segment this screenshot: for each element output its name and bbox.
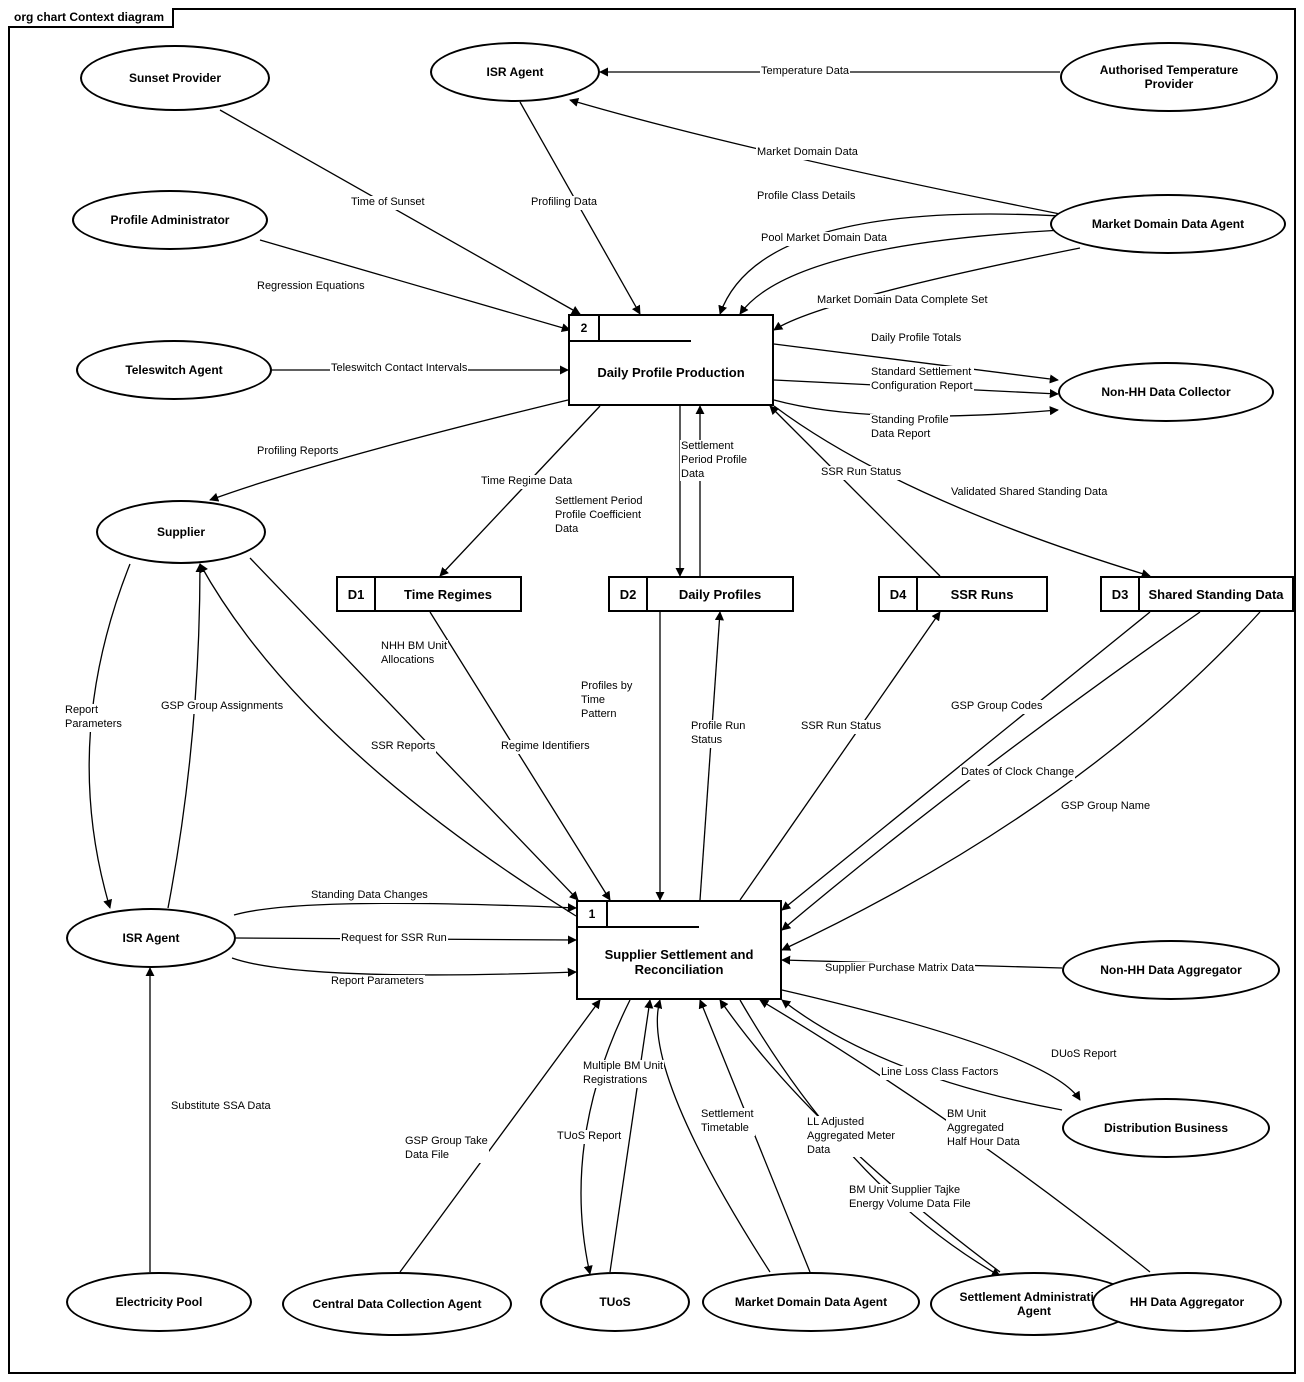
flow-edge xyxy=(782,1000,1062,1110)
flow-label-f-duos: DUoS Report xyxy=(1050,1048,1117,1062)
flow-edge xyxy=(700,1000,810,1272)
datastore-label: Shared Standing Data xyxy=(1140,578,1292,610)
process-p2: 2Daily Profile Production xyxy=(568,314,774,406)
flow-label-f-stdsett: Standard SettlementConfiguration Report xyxy=(870,366,974,394)
entity-auth-temp: Authorised TemperatureProvider xyxy=(1060,42,1278,112)
flow-label-f-req-ssr: Request for SSR Run xyxy=(340,932,448,946)
flow-edge xyxy=(740,612,940,900)
flow-label-f-temp: Temperature Data xyxy=(760,65,850,79)
flow-label-f-market-domain: Market Domain Data xyxy=(756,146,859,160)
flow-label-f-gsp-take: GSP Group TakeData File xyxy=(404,1135,489,1163)
datastore-label: SSR Runs xyxy=(918,578,1046,610)
flow-label-f-gsp-name: GSP Group Name xyxy=(1060,800,1151,814)
entity-hh-aggregator: HH Data Aggregator xyxy=(1092,1272,1282,1332)
entity-nonhh-collector: Non-HH Data Collector xyxy=(1058,362,1274,422)
flow-label-f-report-params2: Report Parameters xyxy=(330,975,425,989)
flow-label-f-bm-hh: BM UnitAggregatedHalf Hour Data xyxy=(946,1108,1021,1149)
flow-label-f-time-sunset: Time of Sunset xyxy=(350,196,426,210)
flow-label-f-multi-bm: Multiple BM UnitRegistrations xyxy=(582,1060,664,1088)
flow-label-f-time-regime: Time Regime Data xyxy=(480,475,573,489)
flow-label-f-profile-run: Profile RunStatus xyxy=(690,720,746,748)
flow-edge xyxy=(774,248,1080,330)
flow-label-f-report-params: ReportParameters xyxy=(64,704,123,732)
flow-label-f-gsp-codes: GSP Group Codes xyxy=(950,700,1044,714)
datastore-id: D3 xyxy=(1102,578,1140,610)
datastore-d1: D1Time Regimes xyxy=(336,576,522,612)
flow-label-f-teleswitch: Teleswitch Contact Intervals xyxy=(330,362,468,376)
flow-label-f-sett-period: SettlementPeriod ProfileData xyxy=(680,440,748,481)
flow-label-f-standing-changes: Standing Data Changes xyxy=(310,889,429,903)
entity-sunset-provider: Sunset Provider xyxy=(80,45,270,111)
flow-label-f-bm-tajke: BM Unit Supplier TajkeEnergy Volume Data… xyxy=(848,1184,972,1212)
entity-supplier: Supplier xyxy=(96,500,266,564)
process-p1: 1Supplier Settlement andReconciliation xyxy=(576,900,782,1000)
flow-edge xyxy=(232,958,576,975)
entity-profile-admin: Profile Administrator xyxy=(72,190,268,250)
flow-edge xyxy=(168,564,200,908)
flow-label-f-ll-adj: LL AdjustedAggregated MeterData xyxy=(806,1116,896,1157)
flow-label-f-regression: Regression Equations xyxy=(256,280,366,294)
flow-edge xyxy=(430,612,610,900)
flow-label-f-validated: Validated Shared Standing Data xyxy=(950,486,1108,500)
entity-market-domain-agent-bot: Market Domain Data Agent xyxy=(702,1272,920,1332)
entity-nonhh-aggregator: Non-HH Data Aggregator xyxy=(1062,940,1280,1000)
flow-edge xyxy=(782,612,1260,950)
process-label: Supplier Settlement andReconciliation xyxy=(578,926,780,998)
process-number: 2 xyxy=(570,316,600,342)
flow-edge xyxy=(657,1000,770,1272)
flow-label-f-tuos-report: TUoS Report xyxy=(556,1130,622,1144)
entity-teleswitch: Teleswitch Agent xyxy=(76,340,272,400)
datastore-d3: D3Shared Standing Data xyxy=(1100,576,1294,612)
flow-edge xyxy=(700,612,720,900)
entity-electricity-pool: Electricity Pool xyxy=(66,1272,252,1332)
flow-label-f-sub-ssa: Substitute SSA Data xyxy=(170,1100,272,1114)
process-label: Daily Profile Production xyxy=(570,340,772,404)
datastore-id: D1 xyxy=(338,578,376,610)
flow-label-f-supplier-matrix: Supplier Purchase Matrix Data xyxy=(824,962,975,976)
flow-label-f-nhh-bm: NHH BM UnitAllocations xyxy=(380,640,448,668)
datastore-id: D2 xyxy=(610,578,648,610)
flow-label-f-standing-profile: Standing ProfileData Report xyxy=(870,414,950,442)
datastore-d2: D2Daily Profiles xyxy=(608,576,794,612)
flow-label-f-profiling-data: Profiling Data xyxy=(530,196,598,210)
flow-label-f-profile-class: Profile Class Details xyxy=(756,190,856,204)
flow-edge xyxy=(234,903,576,915)
flow-label-f-ssr-status-top: SSR Run Status xyxy=(820,466,902,480)
process-topbar xyxy=(606,902,699,928)
flow-label-f-sett-coeff: Settlement PeriodProfile CoefficientData xyxy=(554,495,643,536)
process-number: 1 xyxy=(578,902,608,928)
entity-tuos: TUoS xyxy=(540,1272,690,1332)
diagram-frame: org chart Context diagram Sunset Provide… xyxy=(0,0,1304,1382)
datastore-label: Time Regimes xyxy=(376,578,520,610)
entity-distribution: Distribution Business xyxy=(1062,1098,1270,1158)
flow-label-f-profiles-pattern: Profiles byTimePattern xyxy=(580,680,633,721)
flow-label-f-regime-ids: Regime Identifiers xyxy=(500,740,591,754)
flow-label-f-ssr-status-bot: SSR Run Status xyxy=(800,720,882,734)
entity-isr-agent-mid: ISR Agent xyxy=(66,908,236,968)
flow-label-f-ssr-reports: SSR Reports xyxy=(370,740,436,754)
flow-label-f-daily-totals: Daily Profile Totals xyxy=(870,332,962,346)
flow-label-f-lineloss: Line Loss Class Factors xyxy=(880,1066,999,1080)
entity-isr-agent-top: ISR Agent xyxy=(430,42,600,102)
process-topbar xyxy=(598,316,691,342)
datastore-id: D4 xyxy=(880,578,918,610)
flow-label-f-pool-market: Pool Market Domain Data xyxy=(760,232,888,246)
flow-label-f-mdd-complete: Market Domain Data Complete Set xyxy=(816,294,989,308)
flow-label-f-profiling-reports: Profiling Reports xyxy=(256,445,339,459)
datastore-d4: D4SSR Runs xyxy=(878,576,1048,612)
flow-label-f-clock: Dates of Clock Change xyxy=(960,766,1075,780)
flow-edge xyxy=(89,564,130,908)
flow-label-f-gsp-assign: GSP Group Assignments xyxy=(160,700,284,714)
flow-label-f-sett-timetable: SettlementTimetable xyxy=(700,1108,755,1136)
flow-edge xyxy=(440,406,600,576)
entity-central-agent: Central Data Collection Agent xyxy=(282,1272,512,1336)
entity-market-domain-agent-top: Market Domain Data Agent xyxy=(1050,194,1286,254)
flow-edge xyxy=(782,990,1080,1100)
datastore-label: Daily Profiles xyxy=(648,578,792,610)
